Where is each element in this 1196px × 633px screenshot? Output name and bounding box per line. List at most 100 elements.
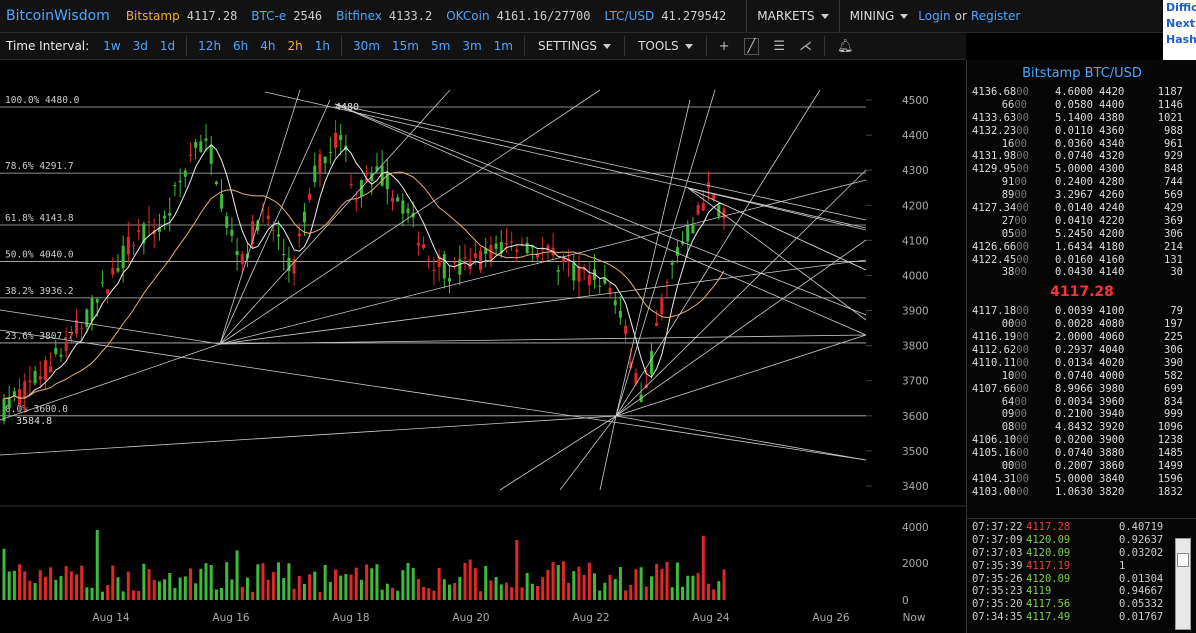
crosshair-icon[interactable]: +	[718, 38, 730, 54]
orderbook-row: 4127.3400 0.0140 4240 429	[967, 202, 1196, 215]
amount: 5.0000	[1055, 472, 1093, 485]
price: 6400	[972, 396, 1027, 409]
interval-5m[interactable]: 5m	[430, 39, 451, 53]
amount: 0.0740	[1055, 369, 1093, 382]
price-suffix: 00	[1016, 240, 1029, 253]
depth-total: 1596	[1157, 472, 1183, 485]
volume-bar	[106, 585, 110, 600]
depth-price: 3840	[1099, 472, 1125, 485]
price-chart[interactable]: 3400 3500 3600 3700 3800 3900 4000 4100 4200 4300…	[0, 60, 966, 633]
price-main: 08	[1001, 421, 1015, 434]
register-link[interactable]: Register	[970, 9, 1021, 23]
price: 0900	[972, 408, 1027, 421]
trade-amount: 0.92637	[1119, 533, 1164, 546]
volume-bar	[561, 561, 565, 600]
volume-bar	[38, 570, 42, 600]
market-name: LTC/USD	[604, 9, 655, 23]
market-ticker[interactable]: LTC/USD 41.279542	[604, 9, 726, 23]
interval-2h[interactable]: 2h	[287, 39, 303, 53]
market-ticker[interactable]: Bitfinex 4133.2	[336, 9, 432, 23]
volume-bar	[655, 563, 659, 600]
amount: 8.9966	[1055, 382, 1093, 395]
interval-30m[interactable]: 30m	[353, 39, 381, 53]
price-tick-label: 3600	[902, 411, 929, 423]
volume-bar	[717, 581, 721, 600]
price-suffix: 00	[1014, 460, 1027, 473]
orderbook-row: 0000 0.2007 3860 1499	[967, 460, 1196, 473]
volume-bar	[644, 586, 648, 600]
fib-level-label: 23.6% 3807.7	[5, 331, 74, 342]
volume-bar	[271, 572, 275, 600]
tools-menu[interactable]: TOOLS	[638, 39, 693, 53]
candle-body	[479, 250, 483, 270]
depth-total: 1832	[1157, 485, 1183, 498]
depth-price: 4060	[1099, 331, 1125, 344]
mining-menu[interactable]: MINING	[850, 9, 909, 23]
interval-1h[interactable]: 1h	[314, 39, 331, 53]
interval-1m[interactable]: 1m	[493, 39, 513, 53]
volume-bar	[572, 571, 576, 600]
orderbook-row: 0000 0.0028 4080 197	[967, 318, 1196, 331]
price-suffix: 00	[1016, 124, 1029, 137]
amount: 0.0580	[1055, 98, 1093, 111]
depth-total: 225	[1164, 331, 1183, 344]
candle-body	[69, 334, 73, 336]
market-price: 2546	[293, 9, 323, 23]
candle-body	[525, 242, 529, 254]
interval-1w[interactable]: 1w	[103, 39, 121, 53]
depth-price: 3820	[1099, 485, 1125, 498]
volume-bar	[137, 591, 141, 600]
bell-icon[interactable]: 🔔︎	[836, 38, 854, 54]
interval-6h[interactable]: 6h	[233, 39, 249, 53]
trade-amount: 1	[1119, 559, 1126, 572]
price-suffix: 00	[1014, 395, 1027, 408]
interval-3m[interactable]: 3m	[462, 39, 482, 53]
price-suffix: 00	[1014, 176, 1027, 189]
interval-12h[interactable]: 12h	[198, 39, 222, 53]
price-tick-label: 4000	[902, 270, 929, 282]
volume-bar	[370, 568, 374, 600]
orderbook-row: 0900 0.2100 3940 999	[967, 408, 1196, 421]
difficulty-side-panel[interactable]: Diffic Next: Hash	[1163, 0, 1196, 60]
interval-1d[interactable]: 1d	[159, 39, 176, 53]
price: 4131.9800	[972, 150, 1029, 163]
interval-15m[interactable]: 15m	[392, 39, 419, 53]
login-link[interactable]: Login	[918, 9, 951, 23]
scrollbar-thumb[interactable]	[1177, 553, 1189, 567]
market-ticker[interactable]: BTC-e 2546	[251, 9, 322, 23]
market-ticker[interactable]: OKCoin 4161.16/27700	[446, 9, 590, 23]
price-tick-label: 3800	[902, 341, 929, 353]
fan-tool-icon[interactable]: ⋌	[798, 38, 812, 54]
candle-body	[308, 193, 312, 200]
volume-bar	[90, 587, 94, 600]
volume-bar	[80, 565, 84, 600]
interval-3d[interactable]: 3d	[132, 39, 148, 53]
candle-body	[106, 289, 110, 294]
depth-price: 4340	[1099, 137, 1125, 150]
trades-scrollbar[interactable]	[1175, 538, 1191, 630]
price: 0800	[972, 421, 1027, 434]
date-axis-label: Aug 24	[692, 612, 730, 624]
fan-line	[219, 89, 301, 345]
volume-bar	[297, 575, 301, 600]
markets-menu[interactable]: MARKETS	[757, 9, 829, 23]
horizontal-lines-icon[interactable]: ☰	[773, 38, 785, 54]
candle-body	[188, 154, 192, 156]
market-ticker[interactable]: Bitstamp 4117.28	[126, 9, 237, 23]
candle-body	[235, 250, 239, 256]
price: 4110.1100	[972, 357, 1029, 370]
price: 4107.6600	[972, 383, 1029, 396]
interval-4h[interactable]: 4h	[260, 39, 276, 53]
depth-total: 834	[1164, 395, 1183, 408]
candle-body	[665, 281, 669, 283]
brand-logo[interactable]: BitcoinWisdom	[6, 8, 110, 24]
volume-bar	[95, 529, 99, 600]
fan-line	[615, 334, 867, 417]
trade-time: 07:35:39	[972, 559, 1023, 572]
price: 3800	[972, 266, 1027, 279]
fan-line	[0, 309, 221, 345]
trendline-tool-icon[interactable]: ╱	[743, 37, 760, 55]
settings-menu[interactable]: SETTINGS	[538, 39, 612, 53]
depth-total: 306	[1164, 227, 1183, 240]
volume-bar	[696, 572, 700, 600]
